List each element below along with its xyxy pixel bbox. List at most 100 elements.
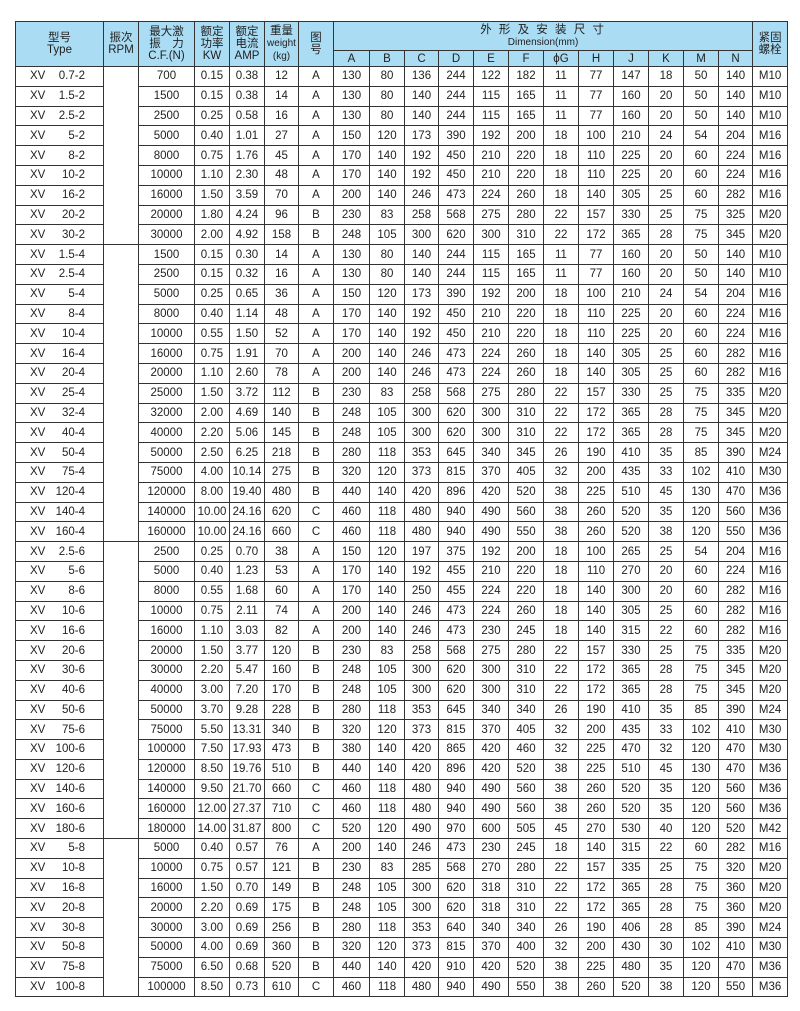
data-cell: 520 — [264, 956, 299, 978]
data-cell: 0.15 — [194, 66, 230, 87]
data-cell: 102 — [683, 937, 719, 958]
data-cell: 82 — [264, 620, 299, 642]
data-cell: 510 — [264, 758, 299, 780]
rpm-group-cell: 4级 1460 转/分 — [103, 244, 139, 543]
data-cell: 80 — [369, 105, 405, 127]
model-prefix: XV — [30, 70, 46, 83]
data-cell: 490 — [473, 778, 509, 800]
data-cell: 440 — [333, 956, 370, 978]
data-cell: 140 — [404, 263, 439, 285]
data-cell: 200 — [578, 461, 614, 483]
data-cell: 260 — [578, 798, 614, 820]
data-cell: 140 — [369, 739, 405, 760]
data-cell: 224 — [717, 145, 754, 166]
data-cell: 330 — [613, 204, 649, 226]
data-cell: 190 — [578, 699, 614, 721]
data-cell: 75 — [683, 402, 719, 424]
data-cell: 460 — [333, 501, 370, 523]
data-cell: 473 — [438, 620, 474, 642]
data-cell: 100 — [578, 283, 614, 305]
data-cell: 0.68 — [229, 956, 265, 978]
data-cell: B — [298, 402, 334, 424]
table-row: XV 20-6 20000 1.50 3.77 120 B 230 83 258 568 275 280… — [15, 640, 800, 661]
data-cell: 100 — [578, 541, 614, 562]
data-cell: M16 — [752, 303, 789, 325]
model-number: 50-6 — [61, 703, 85, 716]
data-cell: 172 — [578, 897, 614, 919]
data-cell: 560 — [508, 798, 544, 820]
data-cell: 48 — [264, 303, 299, 325]
data-cell: 105 — [369, 422, 405, 444]
data-cell: 480 — [404, 501, 439, 523]
data-cell: 136 — [404, 66, 439, 87]
data-cell: M16 — [752, 620, 789, 642]
data-cell: 300 — [404, 679, 439, 701]
data-cell: 190 — [578, 442, 614, 463]
data-cell: 246 — [404, 600, 439, 622]
data-cell: 230 — [333, 382, 370, 404]
model-number: 75-4 — [61, 466, 85, 479]
data-cell: 200 — [578, 719, 614, 741]
data-cell: 60 — [683, 580, 719, 602]
data-cell: 165 — [508, 105, 544, 127]
data-cell: 560 — [717, 798, 754, 820]
data-cell: 270 — [613, 560, 649, 582]
data-cell: 225 — [578, 481, 614, 503]
data-cell: 224 — [473, 184, 509, 206]
data-cell: B — [298, 739, 334, 760]
model-cell: XV 160-4 — [15, 521, 104, 543]
data-cell: 1500 — [138, 244, 195, 265]
model-prefix: XV — [30, 505, 46, 518]
data-cell: 140 — [578, 600, 614, 622]
data-cell: 480 — [404, 798, 439, 820]
data-cell: 75 — [683, 640, 719, 661]
data-cell: 96 — [264, 204, 299, 226]
data-cell: 2.20 — [194, 422, 230, 444]
data-cell: M20 — [752, 857, 789, 879]
data-cell: 160 — [613, 85, 649, 107]
data-cell: 11 — [543, 263, 579, 285]
data-cell: 0.40 — [194, 303, 230, 325]
data-cell: 170 — [333, 145, 370, 166]
model-number: 50-8 — [61, 941, 85, 954]
data-cell: 248 — [333, 402, 370, 424]
data-cell: 3.72 — [229, 382, 265, 404]
data-cell: 318 — [473, 877, 509, 899]
model-number: 30-6 — [61, 664, 85, 677]
data-cell: 345 — [508, 442, 544, 463]
data-cell: 318 — [473, 897, 509, 919]
model-cell: XV 40-4 — [15, 422, 104, 444]
data-cell: 6.25 — [229, 442, 265, 463]
data-cell: 220 — [508, 303, 544, 325]
data-cell: A — [298, 303, 334, 325]
data-cell: 224 — [717, 323, 754, 345]
model-number: 32-4 — [61, 406, 85, 419]
data-cell: 192 — [473, 541, 509, 562]
data-cell: 105 — [369, 897, 405, 919]
model-number: 5-6 — [68, 565, 85, 578]
data-cell: 700 — [138, 66, 195, 87]
data-cell: 192 — [404, 560, 439, 582]
model-prefix: XV — [30, 129, 46, 142]
data-cell: 120 — [264, 640, 299, 661]
data-cell: 172 — [578, 422, 614, 444]
data-cell: 510 — [613, 481, 649, 503]
data-cell: 32 — [543, 719, 579, 741]
data-cell: 31.87 — [229, 818, 265, 840]
data-cell: 345 — [717, 402, 754, 424]
model-prefix: XV — [30, 426, 46, 439]
data-cell: 210 — [613, 283, 649, 305]
model-number: 5-2 — [68, 129, 85, 142]
header-dim-2: C — [404, 50, 439, 67]
data-cell: A — [298, 263, 334, 285]
data-cell: 0.55 — [194, 580, 230, 602]
data-cell: 120 — [683, 956, 719, 978]
model-number: 160-6 — [55, 802, 85, 815]
data-cell: 170 — [264, 679, 299, 701]
data-cell: 118 — [369, 917, 405, 939]
data-cell: 473 — [438, 362, 474, 384]
data-cell: 550 — [717, 521, 754, 543]
data-cell: 225 — [578, 956, 614, 978]
model-number: 140-4 — [55, 505, 85, 518]
data-cell: 210 — [473, 303, 509, 325]
